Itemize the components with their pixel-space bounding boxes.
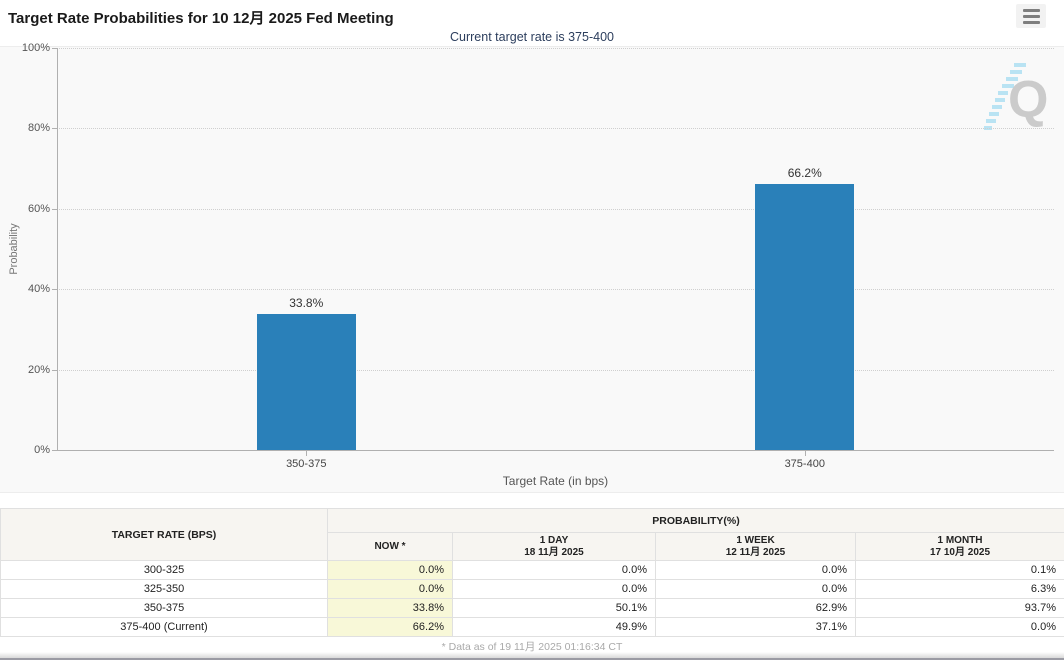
- col-header-1month-label: 1 MONTH: [937, 534, 983, 546]
- x-tick-label: 350-375: [286, 458, 327, 470]
- current-target-rate-text: Current target rate is 375-400: [450, 30, 614, 44]
- table-row: 375-400 (Current) 66.2% 49.9% 37.1% 0.0%: [0, 617, 1064, 637]
- x-tick-label: 375-400: [784, 458, 825, 470]
- page-title: Target Rate Probabilities for 10 12月 202…: [8, 10, 394, 27]
- probability-table: TARGET RATE (BPS) PROBABILITY(%) NOW * 1…: [0, 508, 1064, 637]
- y-tick: [52, 450, 57, 451]
- x-axis-title: Target Rate (in bps): [502, 474, 609, 488]
- bar-350-375[interactable]: [256, 314, 356, 450]
- watermark-letter: Q: [1008, 71, 1048, 129]
- col-header-1month: 1 MONTH 17 10月 2025: [855, 532, 1064, 561]
- col-header-1week: 1 WEEK 12 11月 2025: [655, 532, 856, 561]
- probability-value-cell: 0.0%: [655, 560, 856, 580]
- y-tick-label: 100%: [21, 42, 50, 54]
- probability-value-cell: 0.0%: [655, 579, 856, 599]
- x-axis-line: [57, 450, 1054, 451]
- y-tick: [52, 369, 57, 371]
- y-tick: [52, 289, 57, 291]
- col-group-header-probability: PROBABILITY(%): [327, 508, 1064, 533]
- gridline: [57, 369, 1054, 371]
- y-tick: [52, 48, 57, 49]
- probability-value-cell: 93.7%: [855, 598, 1064, 618]
- probability-bar-chart: Probability Target Rate (in bps) Q 0% 20%…: [0, 42, 1064, 493]
- probability-value-cell: 50.1%: [452, 598, 656, 618]
- subtitle-row: Current target rate is 375-400: [0, 28, 1064, 46]
- x-tick: [804, 451, 806, 456]
- gridline: [57, 128, 1054, 130]
- probability-value-cell: 49.9%: [452, 617, 656, 637]
- col-header-now: NOW *: [327, 532, 453, 561]
- bottom-bar: [0, 652, 1064, 660]
- y-tick-label: 0%: [34, 444, 50, 456]
- bar-value-label: 33.8%: [289, 296, 324, 311]
- col-header-1day-date: 18 11月 2025: [524, 546, 584, 558]
- col-header-1month-date: 17 10月 2025: [929, 546, 991, 558]
- probability-value-cell: 0.0%: [327, 560, 453, 580]
- hamburger-bar: [1022, 20, 1040, 24]
- gridline: [57, 208, 1054, 210]
- probability-value-cell: 0.0%: [452, 560, 656, 580]
- bar-value-label: 66.2%: [787, 165, 822, 180]
- quikstrike-logo-icon: Q: [984, 63, 1048, 130]
- x-tick: [306, 451, 308, 456]
- probability-value-cell: 0.0%: [327, 579, 453, 599]
- y-tick-label: 40%: [27, 283, 50, 296]
- rate-label-cell: 325-350: [0, 579, 328, 599]
- probability-value-cell: 62.9%: [655, 598, 856, 618]
- y-tick-label: 20%: [27, 363, 50, 376]
- y-tick: [52, 208, 57, 210]
- y-tick-label: 80%: [27, 122, 50, 135]
- probability-value-cell: 37.1%: [655, 617, 856, 637]
- probability-value-cell: 66.2%: [327, 617, 453, 637]
- hamburger-bar: [1022, 8, 1040, 12]
- table-row: 350-375 33.8% 50.1% 62.9% 93.7%: [0, 598, 1064, 618]
- col-header-1day-label: 1 DAY: [539, 534, 569, 546]
- bar-375-400[interactable]: [755, 183, 855, 450]
- y-axis-title: Probability: [8, 223, 20, 275]
- quikstrike-logo-dashes: [984, 63, 1026, 130]
- col-header-1week-date: 12 11月 2025: [725, 546, 786, 558]
- top-bar: Target Rate Probabilities for 10 12月 202…: [0, 0, 1064, 28]
- rate-label-cell: 350-375: [0, 598, 328, 618]
- table-row: 300-325 0.0% 0.0% 0.0% 0.1%: [0, 560, 1064, 580]
- col-header-target-rate: TARGET RATE (BPS): [0, 508, 328, 561]
- hamburger-menu-icon[interactable]: [1016, 4, 1046, 28]
- col-header-now-label: NOW *: [374, 540, 406, 552]
- probability-value-cell: 6.3%: [855, 579, 1064, 599]
- hamburger-bar: [1022, 14, 1040, 18]
- table-body: 300-325 0.0% 0.0% 0.0% 0.1% 325-350 0.0% 0.0% 0.…: [0, 560, 1064, 637]
- data-as-of-note: * Data as of 19 11月 2025 01:16:34 CT: [441, 641, 623, 653]
- rate-label-cell: 375-400 (Current): [0, 617, 328, 637]
- probability-value-cell: 0.1%: [855, 560, 1064, 580]
- probability-value-cell: 0.0%: [855, 617, 1064, 637]
- col-header-1day: 1 DAY 18 11月 2025: [452, 532, 656, 561]
- spacer: [0, 493, 1064, 508]
- y-tick-label: 60%: [27, 202, 50, 215]
- table-row: 325-350 0.0% 0.0% 0.0% 6.3%: [0, 579, 1064, 599]
- gridline: [57, 48, 1054, 49]
- y-tick: [52, 128, 57, 130]
- gridline: [57, 289, 1054, 291]
- rate-label-cell: 300-325: [0, 560, 328, 580]
- col-header-1week-label: 1 WEEK: [736, 534, 775, 546]
- probability-value-cell: 33.8%: [327, 598, 453, 618]
- y-axis-line: [57, 48, 58, 450]
- probability-value-cell: 0.0%: [452, 579, 656, 599]
